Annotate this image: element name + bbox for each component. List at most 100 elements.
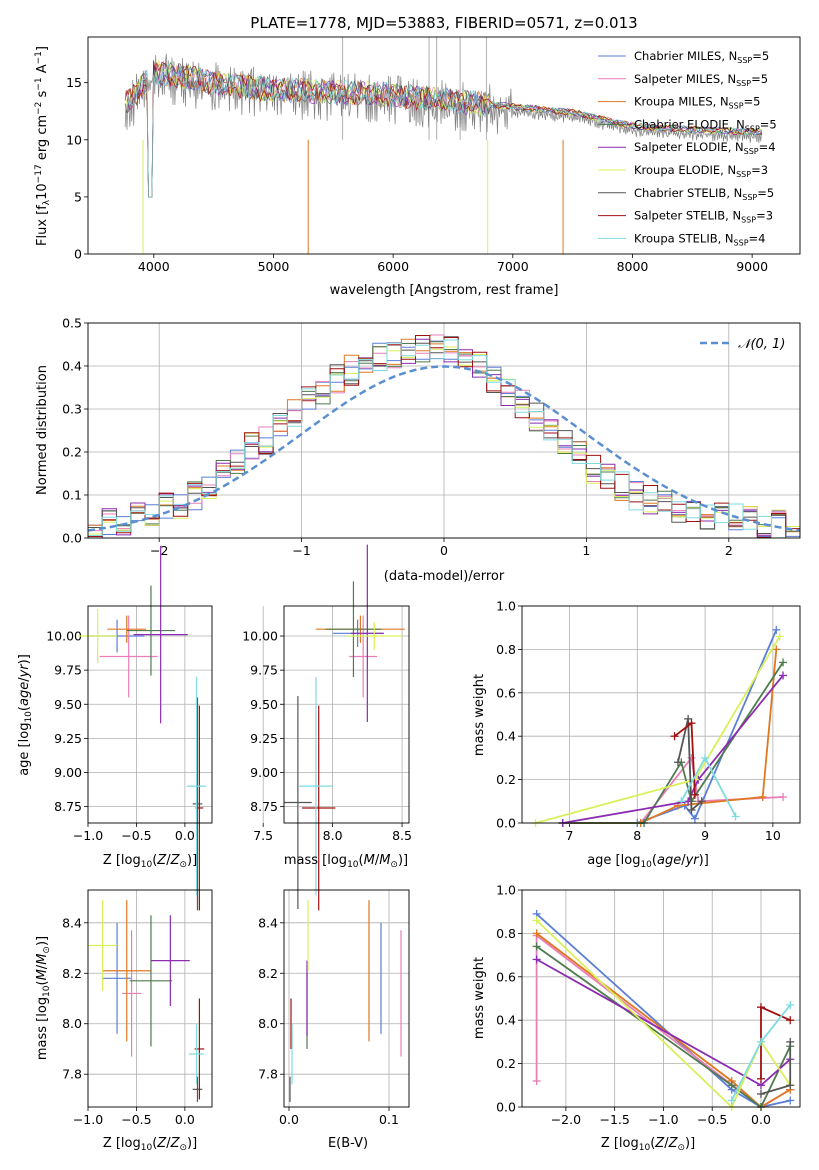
mass-vs-ebv-panel: 0.0 0.1 7.8 8.0 8.2 8.4 [258, 889, 410, 1127]
spectrum-panel: 4000 5000 6000 7000 8000 9000 0 5 10 15 Chabrier M… [66, 36, 801, 274]
mass-vs-ebv-ytick-label: 7.8 [258, 1067, 278, 1082]
histogram-ytick-label: 0.2 [62, 445, 82, 460]
histogram-ylabel: Normed distribution [35, 365, 50, 495]
age-vs-z-xtick-label: −0.5 [121, 828, 151, 843]
age-vs-z-ytick-label: 9.50 [54, 697, 82, 712]
mass-vs-ebv-ytick-label: 8.4 [258, 915, 278, 930]
weight-vs-z-xtick-label: 0.0 [751, 1112, 771, 1127]
legend-label-sub: SSP [736, 79, 751, 88]
legend-label: Salpeter ELODIE, NSSP=4 [634, 140, 776, 156]
spectrum-xtick-label: 9000 [736, 259, 768, 274]
mass-vs-z-ytick-label: 8.4 [62, 915, 82, 930]
weight-vs-z-panel: −2.0 −1.5 −1.0 −0.5 0.0 0.0 0.2 0.4 0.6 0.8 1.0 [496, 883, 801, 1127]
spectrum-ytick-label: 10 [66, 132, 82, 147]
legend-label-tail: =5 [752, 49, 769, 63]
weight-vs-z-xtick-label: −0.5 [697, 1112, 727, 1127]
age-vs-mass-points [284, 544, 405, 911]
age-vs-z-ytick-label: 9.00 [54, 765, 82, 780]
weight-vs-age-ytick-label: 0.0 [496, 816, 516, 831]
legend-label-tail: =4 [749, 231, 766, 245]
age-vs-z-points [78, 545, 207, 911]
age-vs-mass-xtick-label: 8.0 [323, 828, 343, 843]
spectrum-ylabel: Flux [fλ10−17 erg cm−2 s−1 A−1] [34, 46, 52, 246]
weight-vs-age-series-line [677, 718, 703, 812]
weight-vs-age-ytick-label: 0.6 [496, 685, 516, 700]
weight-vs-age-xtick-label: 8 [633, 828, 641, 843]
legend-label-main: Chabrier STELIB, N [634, 186, 742, 200]
histogram-xtick-label: −1 [292, 543, 310, 558]
mass-vs-z-ytick-label: 8.2 [62, 966, 82, 981]
mass-vs-z-ylabel: mass [log10(M/M⊙)] [35, 936, 52, 1060]
spectrum-ytick-label: 15 [66, 75, 82, 90]
age-vs-mass-ytick-label: 10.00 [242, 629, 278, 644]
legend-label: Chabrier MILES, NSSP=5 [634, 49, 769, 65]
age-vs-z-xtick-label: −1.0 [73, 828, 103, 843]
legend-label: Salpeter MILES, NSSP=5 [634, 72, 768, 88]
spectrum-xtick-label: 5000 [258, 259, 290, 274]
legend-label-main: Kroupa STELIB, N [634, 231, 734, 245]
histogram-legend-label: 𝒩(0, 1) [738, 337, 785, 352]
weight-vs-z-lines [532, 909, 795, 1111]
age-vs-z-ytick-label: 10.00 [46, 629, 82, 644]
histogram-xtick-label: 1 [582, 543, 590, 558]
histogram-ytick-label: 0.4 [62, 359, 82, 374]
spectrum-frame [87, 36, 801, 255]
weight-vs-age-ytick-label: 0.8 [496, 642, 516, 657]
legend-label-sub: SSP [736, 170, 751, 179]
histogram-steps [88, 334, 800, 538]
legend-label: Chabrier STELIB, NSSP=5 [634, 186, 774, 202]
age-vs-mass-frame [283, 605, 410, 824]
histogram-series-step [88, 338, 800, 538]
histogram-ytick-label: 0.1 [62, 488, 82, 503]
legend-label: Kroupa MILES, NSSP=5 [634, 95, 760, 111]
spectrum-lines [124, 37, 763, 254]
mass-vs-ebv-xtick-label: 0.1 [379, 1112, 399, 1127]
age-vs-mass-xtick-label: 8.5 [392, 828, 412, 843]
mass-vs-ebv-frame [283, 889, 410, 1108]
weight-vs-age-ylabel: mass weight [472, 674, 487, 756]
age-vs-mass-xtick-label: 7.5 [253, 828, 273, 843]
age-vs-mass-ytick-label: 9.25 [250, 731, 278, 746]
spectrum-xlabel: wavelength [Angstrom, rest frame] [330, 283, 559, 298]
mass-vs-ebv-ytick-label: 8.0 [258, 1016, 278, 1031]
histogram-ytick-label: 0.5 [62, 316, 82, 331]
weight-vs-z-xlabel: Z [log10(Z/Z⊙)] [601, 1136, 695, 1153]
weight-vs-z-xtick-label: −1.5 [599, 1112, 629, 1127]
weight-vs-age-xtick-label: 9 [701, 828, 709, 843]
spectrum-ytick-label: 5 [74, 189, 82, 204]
model-spectrum-line [125, 63, 762, 198]
histogram-panel: −2 −1 0 1 2 0.0 0.1 0.2 0.3 0.4 0.5 𝒩(0, 1) [62, 316, 801, 558]
legend-label-tail: =4 [759, 140, 776, 154]
legend-label-main: Salpeter MILES, N [634, 72, 736, 86]
mass-vs-ebv-xtick-label: 0.0 [279, 1112, 299, 1127]
legend-label-tail: =5 [744, 95, 761, 109]
legend-label-sub: SSP [742, 193, 757, 202]
weight-vs-z-ytick-label: 0.6 [496, 969, 516, 984]
weight-vs-z-series-line [536, 945, 792, 1109]
legend-label-sub: SSP [734, 238, 749, 247]
weight-vs-z-frame [521, 889, 801, 1108]
weight-vs-age-ytick-label: 1.0 [496, 599, 516, 614]
normal-reference-curve [88, 365, 800, 532]
legend-label-main: Kroupa MILES, N [634, 95, 729, 109]
age-vs-z-frame [87, 605, 213, 824]
age-vs-z-ytick-label: 9.25 [54, 731, 82, 746]
weight-vs-age-ytick-label: 0.2 [496, 772, 516, 787]
mass-vs-ebv-ytick-label: 8.2 [258, 966, 278, 981]
legend-label: Kroupa ELODIE, NSSP=3 [634, 163, 768, 179]
spectrum-xtick-label: 4000 [138, 259, 170, 274]
weight-vs-age-panel: 7 8 9 10 0.0 0.2 0.4 0.6 0.8 1.0 [496, 599, 801, 843]
mass-vs-z-xtick-label: 0.0 [175, 1112, 195, 1127]
weight-vs-z-ytick-label: 0.4 [496, 1013, 516, 1028]
mass-vs-z-xlabel: Z [log10(Z/Z⊙)] [103, 1136, 197, 1153]
age-vs-mass-xlabel: mass [log10(M/M⊙)] [284, 853, 408, 870]
weight-vs-z-ylabel: mass weight [472, 957, 487, 1039]
mass-vs-z-xtick-label: −1.0 [73, 1112, 103, 1127]
histogram-ytick-label: 0.3 [62, 402, 82, 417]
legend-label: Salpeter STELIB, NSSP=3 [634, 209, 773, 225]
age-vs-z-panel: −1.0 −0.5 0.0 8.75 9.00 9.25 9.50 9.75 10.00 [46, 545, 213, 911]
histogram-xlabel: (data-model)/error [384, 569, 505, 584]
histogram-ytick-label: 0.0 [62, 531, 82, 546]
mass-vs-z-ytick-label: 8.0 [62, 1016, 82, 1031]
